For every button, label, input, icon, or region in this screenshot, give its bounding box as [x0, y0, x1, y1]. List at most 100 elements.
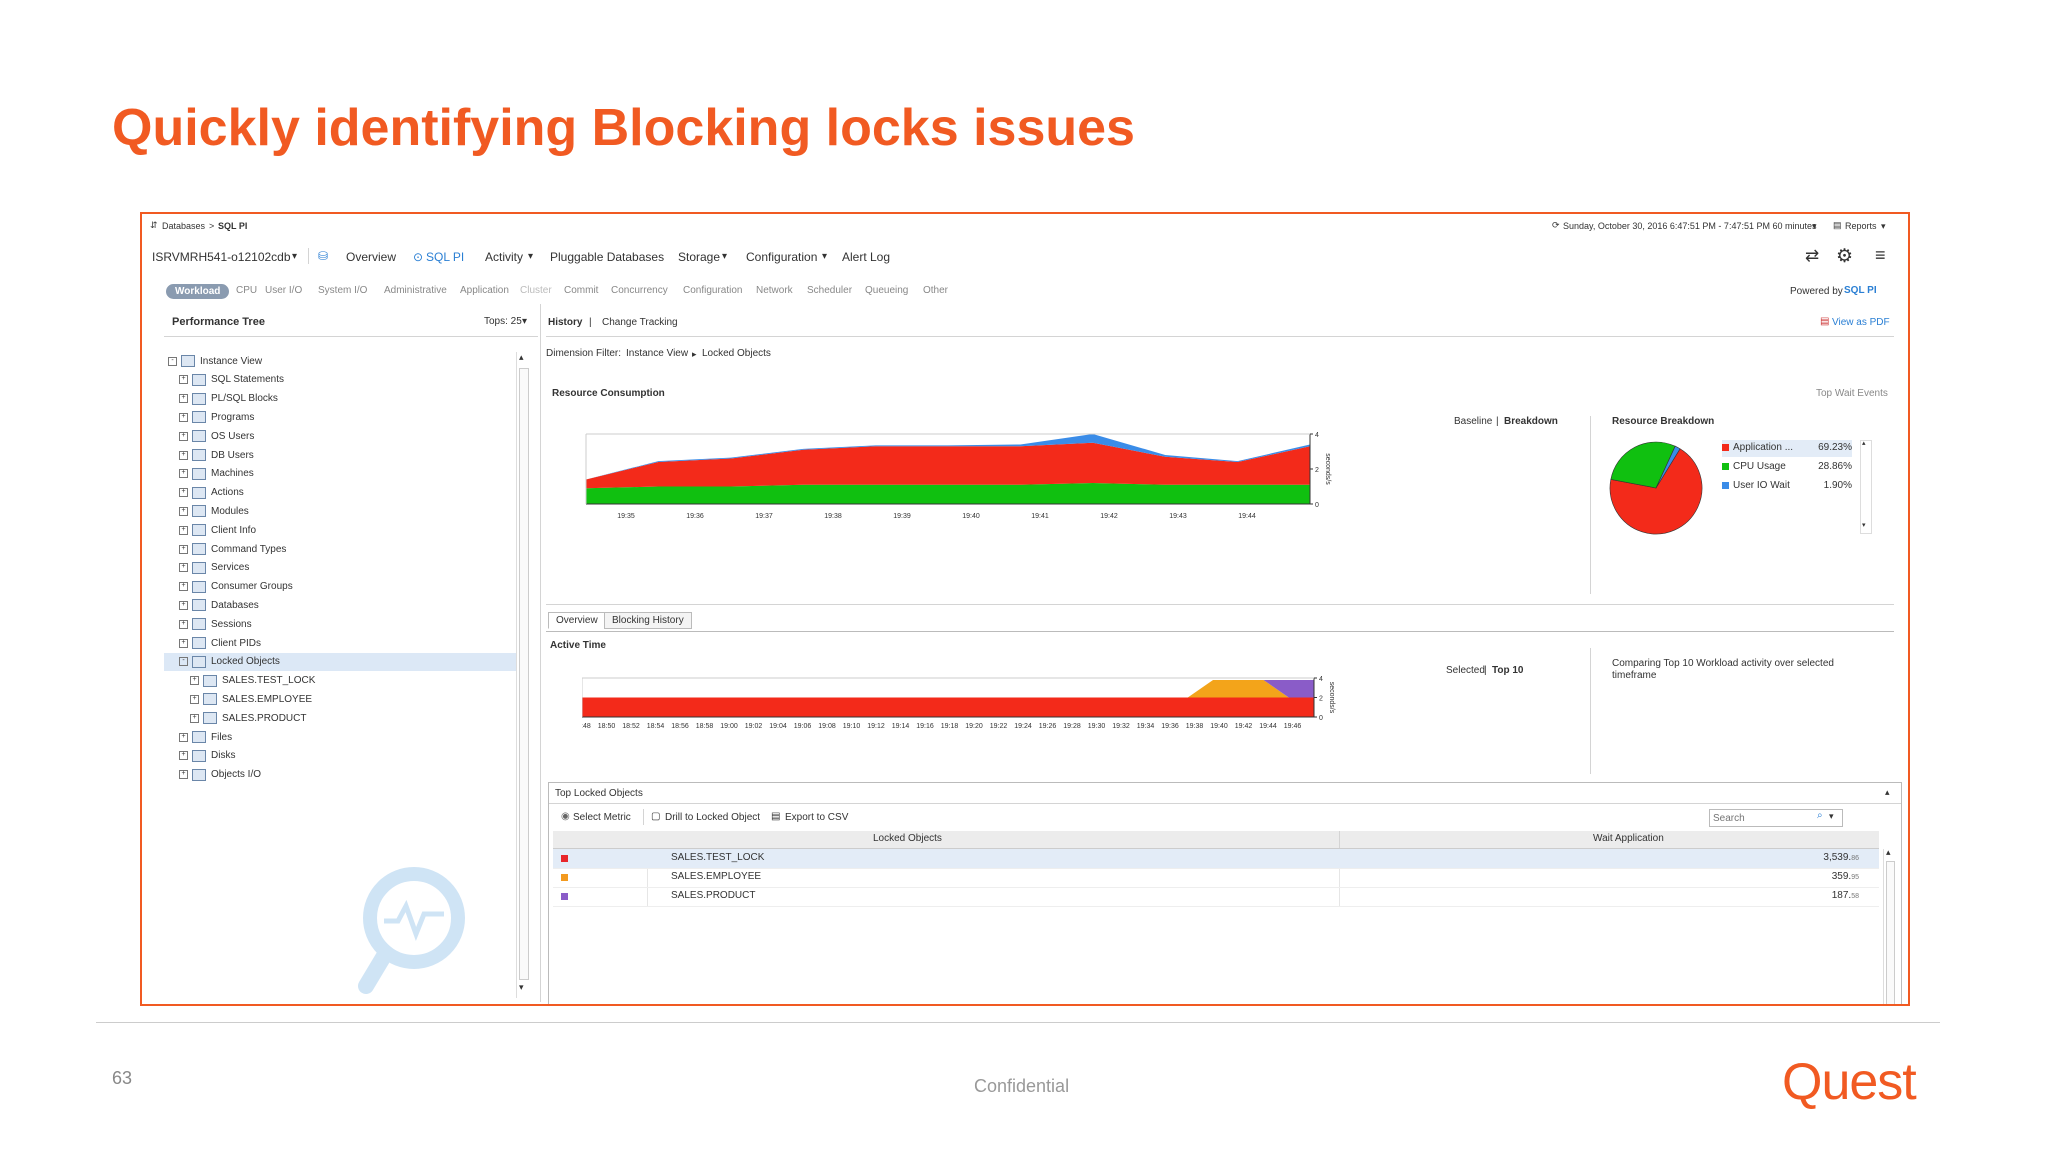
tree-item[interactable]: - Locked Objects	[164, 652, 516, 671]
top-wait-events-link[interactable]: Top Wait Events	[1816, 388, 1888, 399]
tree-item[interactable]: + Machines	[164, 465, 516, 483]
table-row[interactable]: SALES.EMPLOYEE 359.95	[553, 868, 1879, 887]
tree-item[interactable]: + Services	[164, 559, 516, 577]
tab-concurrency[interactable]: Concurrency	[611, 285, 668, 296]
scroll-up-icon[interactable]: ▴	[1886, 847, 1891, 857]
table-row[interactable]: SALES.PRODUCT 187.58	[553, 887, 1879, 906]
tree-item[interactable]: + SALES.TEST_LOCK	[164, 672, 516, 690]
breadcrumb-databases[interactable]: Databases	[162, 221, 206, 231]
toggle-breakdown[interactable]: Breakdown	[1504, 416, 1558, 427]
dimension-filter-locked-objects[interactable]: Locked Objects	[702, 348, 771, 359]
expand-toggle-icon[interactable]: +	[179, 732, 188, 742]
nav-overview[interactable]: Overview	[346, 250, 397, 264]
expand-toggle-icon[interactable]: +	[179, 600, 188, 610]
tree-item[interactable]: + SQL Statements	[164, 371, 516, 389]
reports-menu[interactable]: Reports	[1845, 221, 1877, 231]
table-row[interactable]: SALES.TEST_LOCK 3,539.86	[553, 849, 1879, 868]
tab-cluster[interactable]: Cluster	[520, 285, 552, 296]
nav-sql-pi[interactable]: SQL PI	[426, 250, 465, 264]
tab-application[interactable]: Application	[460, 285, 509, 296]
tree-item[interactable]: + OS Users	[164, 427, 516, 445]
expand-toggle-icon[interactable]: +	[179, 638, 188, 648]
nav-pluggable-databases[interactable]: Pluggable Databases	[550, 250, 665, 264]
refresh-icon[interactable]: ⇄	[1805, 246, 1820, 265]
tree-item[interactable]: + Files	[164, 728, 516, 746]
tops-selector[interactable]: Tops: 25	[484, 316, 522, 327]
tree-item[interactable]: + Modules	[164, 502, 516, 520]
expand-toggle-icon[interactable]: +	[179, 582, 188, 592]
gear-icon[interactable]: ⚙	[1836, 246, 1854, 267]
tree-item[interactable]: + Disks	[164, 747, 516, 765]
expand-toggle-icon[interactable]: +	[179, 770, 188, 780]
expand-toggle-icon[interactable]: +	[179, 619, 188, 629]
expand-toggle-icon[interactable]: +	[179, 431, 188, 441]
tab-change-tracking[interactable]: Change Tracking	[602, 317, 678, 328]
export-csv-button[interactable]: Export to CSV	[785, 812, 849, 823]
tree-item[interactable]: + Databases	[164, 596, 516, 614]
tab-history[interactable]: History	[548, 317, 583, 328]
expand-toggle-icon[interactable]: +	[179, 394, 188, 404]
tree-item[interactable]: + Command Types	[164, 540, 516, 558]
nav-configuration[interactable]: Configuration	[746, 250, 818, 264]
tab-blocking-history[interactable]: Blocking History	[604, 612, 692, 629]
scroll-up-icon[interactable]: ▴	[1862, 440, 1866, 447]
tab-commit[interactable]: Commit	[564, 285, 599, 296]
column-header-locked-objects[interactable]: Locked Objects	[873, 833, 942, 844]
tree-item[interactable]: + DB Users	[164, 446, 516, 464]
expand-toggle-icon[interactable]: +	[190, 676, 199, 686]
scroll-down-icon[interactable]: ▾	[1862, 522, 1866, 529]
expand-toggle-icon[interactable]: +	[190, 713, 199, 723]
expand-toggle-icon[interactable]: +	[179, 751, 188, 761]
tree-item[interactable]: + SALES.EMPLOYEE	[164, 690, 516, 708]
expand-toggle-icon[interactable]: +	[179, 506, 188, 516]
toggle-baseline[interactable]: Baseline	[1454, 416, 1493, 427]
tree-item[interactable]: + Client PIDs	[164, 634, 516, 652]
scroll-down-icon[interactable]: ▾	[519, 982, 524, 992]
tab-user-io[interactable]: User I/O	[265, 285, 303, 296]
search-input[interactable]	[1709, 809, 1843, 827]
expand-toggle-icon[interactable]: +	[179, 488, 188, 498]
tree-item[interactable]: + Client Info	[164, 521, 516, 539]
search-icon[interactable]: ⌕	[1817, 810, 1823, 821]
tab-administrative[interactable]: Administrative	[384, 285, 447, 296]
grid-scrollbar[interactable]: ▴ ▾	[1883, 847, 1896, 1004]
toggle-selected[interactable]: Selected	[1446, 665, 1485, 676]
expand-toggle-icon[interactable]: +	[179, 375, 188, 385]
column-header-wait-application[interactable]: Wait Application	[1593, 833, 1664, 844]
drill-to-locked-object-button[interactable]: Drill to Locked Object	[665, 812, 761, 823]
tree-item[interactable]: + PL/SQL Blocks	[164, 390, 516, 408]
expand-toggle-icon[interactable]: +	[179, 563, 188, 573]
tab-cpu[interactable]: CPU	[236, 285, 258, 296]
tab-queueing[interactable]: Queueing	[865, 285, 909, 296]
expand-toggle-icon[interactable]: +	[190, 694, 199, 704]
expand-toggle-icon[interactable]: +	[179, 525, 188, 535]
tree-item[interactable]: + Objects I/O	[164, 766, 516, 784]
instance-selector[interactable]: ISRVMRH541-o12102cdb	[152, 250, 291, 264]
collapse-toggle-icon[interactable]: -	[168, 356, 177, 366]
tab-workload[interactable]: Workload	[166, 284, 230, 299]
nav-alert-log[interactable]: Alert Log	[842, 250, 891, 264]
hamburger-menu-icon[interactable]: ≡	[1875, 245, 1886, 265]
legend-scrollbar[interactable]: ▴ ▾	[1860, 440, 1872, 534]
tree-item[interactable]: - Instance View	[164, 352, 516, 370]
scroll-up-icon[interactable]: ▴	[519, 352, 524, 362]
tab-system-io[interactable]: System I/O	[318, 285, 368, 296]
tab-scheduler[interactable]: Scheduler	[807, 285, 853, 296]
expand-toggle-icon[interactable]: +	[179, 412, 188, 422]
tree-item[interactable]: + Programs	[164, 408, 516, 426]
expand-toggle-icon[interactable]: +	[179, 469, 188, 479]
tree-item[interactable]: + Actions	[164, 484, 516, 502]
nav-activity[interactable]: Activity	[485, 250, 524, 264]
tab-configuration[interactable]: Configuration	[683, 285, 743, 296]
tree-item[interactable]: + Sessions	[164, 615, 516, 633]
tab-network[interactable]: Network	[756, 285, 793, 296]
expand-toggle-icon[interactable]: +	[179, 544, 188, 554]
toggle-top10[interactable]: Top 10	[1492, 665, 1524, 676]
tab-overview[interactable]: Overview	[548, 612, 606, 629]
expand-toggle-icon[interactable]: +	[179, 450, 188, 460]
select-metric-button[interactable]: Select Metric	[573, 812, 631, 823]
tree-item[interactable]: + SALES.PRODUCT	[164, 709, 516, 727]
tree-scrollbar[interactable]: ▴ ▾	[516, 352, 530, 998]
view-as-pdf-link[interactable]: View as PDF	[1832, 317, 1890, 328]
nav-storage[interactable]: Storage	[678, 250, 721, 264]
